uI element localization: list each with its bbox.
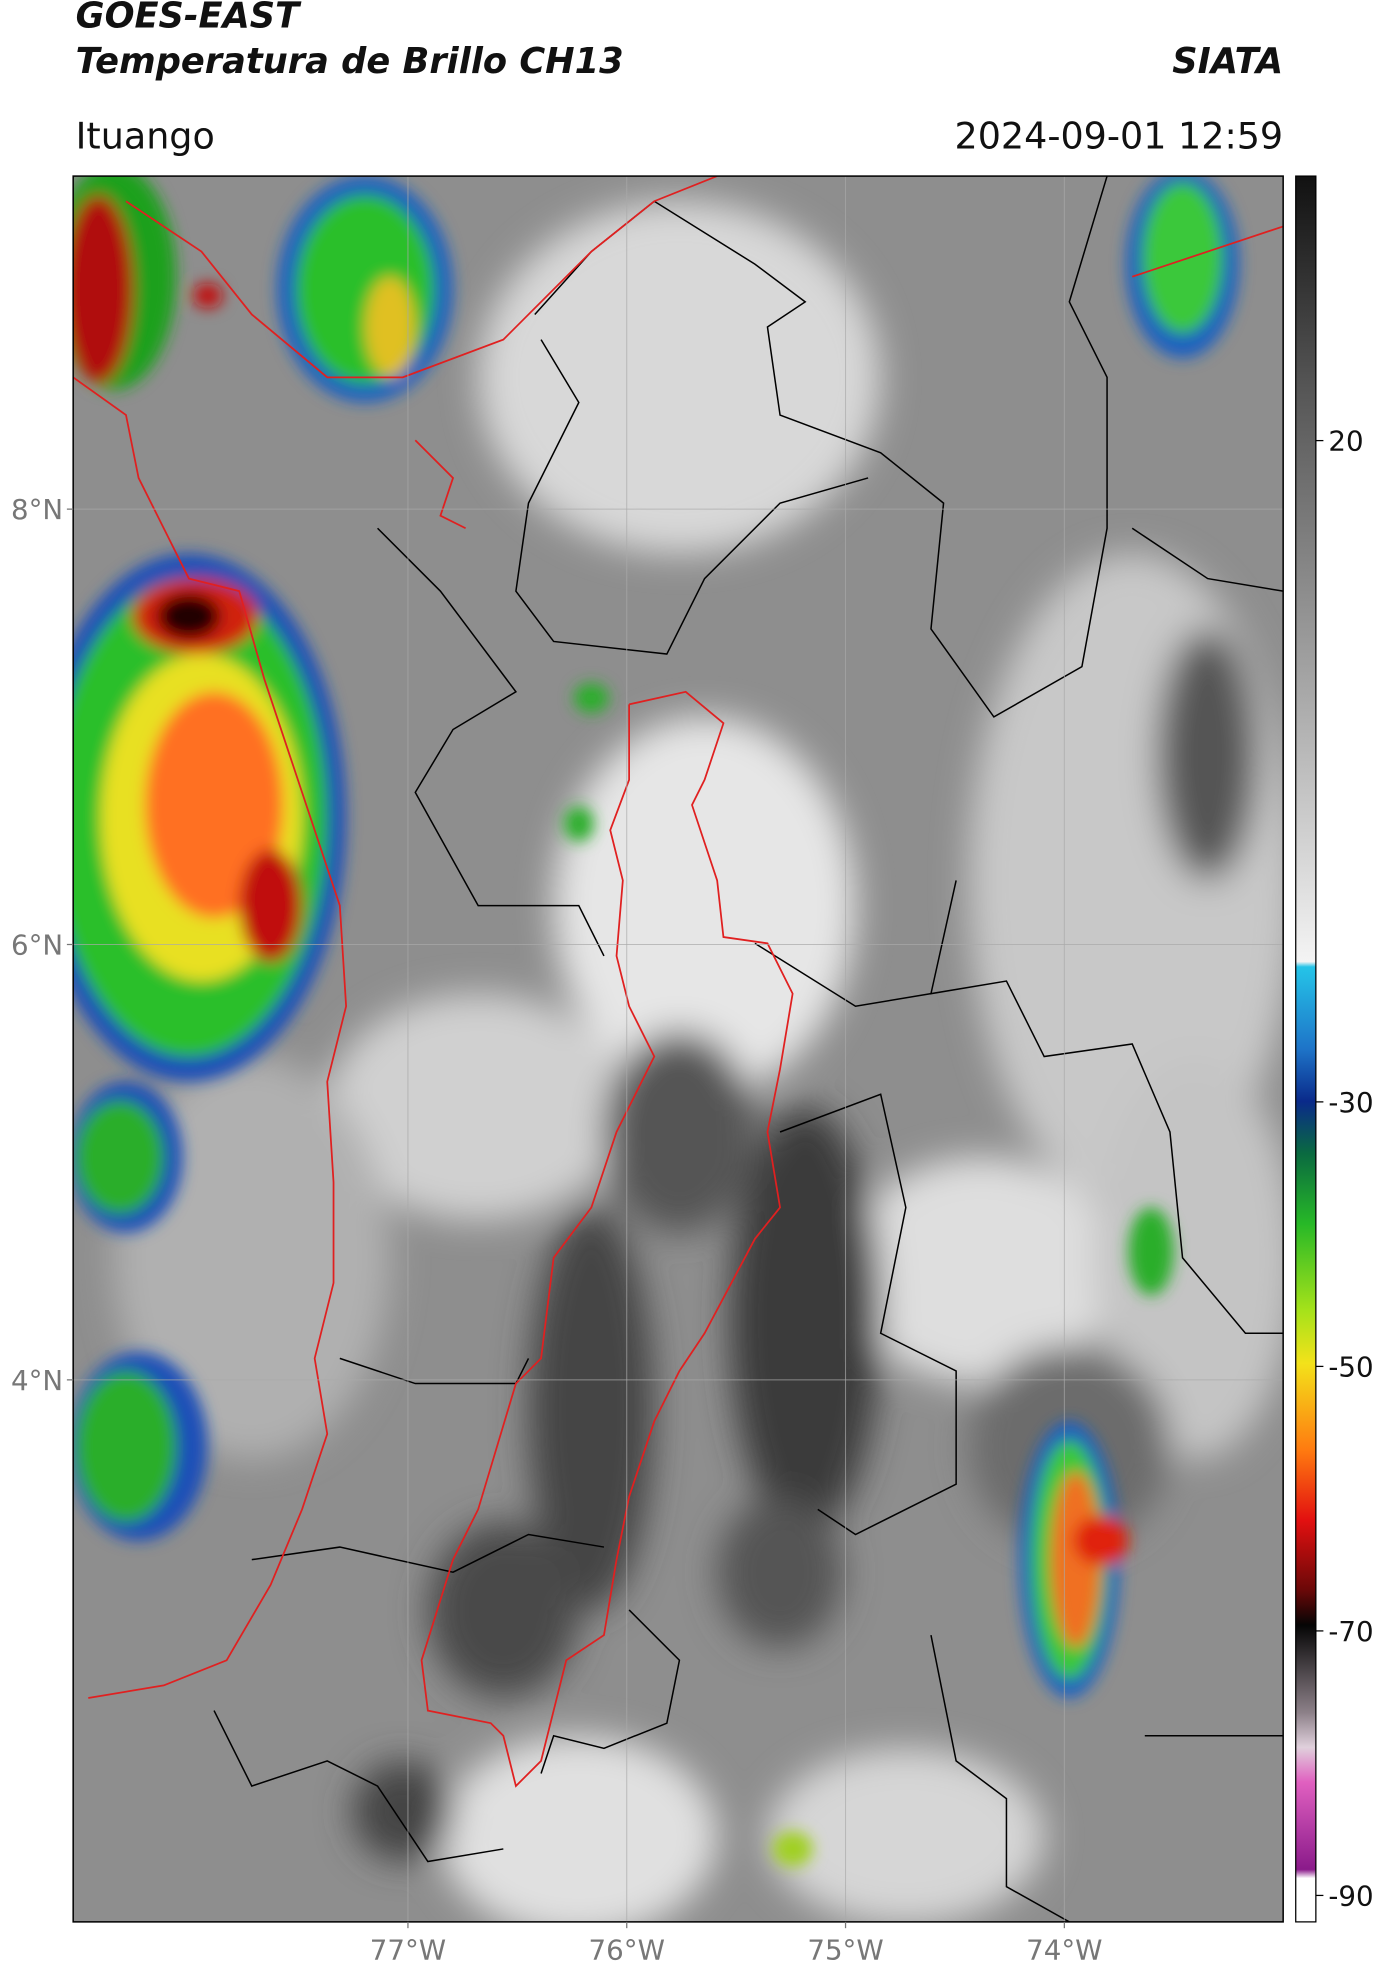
colorbar-tick-label: -50 xyxy=(1328,1350,1373,1383)
colorbar-tick-label: -90 xyxy=(1328,1879,1373,1912)
x-tick-label: 76°W xyxy=(589,1934,665,1967)
location: Ituango xyxy=(76,114,215,157)
x-tick-label: 74°W xyxy=(1026,1934,1102,1967)
colorbar-tick-label: 20 xyxy=(1328,425,1363,458)
x-tick-label: 77°W xyxy=(370,1934,446,1967)
y-tick-label: 6°N xyxy=(11,929,63,962)
map-image xyxy=(73,176,1284,1922)
colorbar xyxy=(1295,175,1317,1923)
colorbar-tick-label: -30 xyxy=(1328,1086,1373,1119)
grid xyxy=(73,176,1284,1922)
timestamp: 2024-09-01 12:59 xyxy=(955,114,1284,157)
map-frame xyxy=(72,175,1284,1923)
colorbar-tick-label: -70 xyxy=(1328,1615,1373,1648)
title: GOES-EAST xyxy=(76,0,302,37)
subtitle: Temperatura de Brillo CH13 xyxy=(76,41,624,82)
y-tick-label: 8°N xyxy=(11,493,63,526)
brand: SIATA xyxy=(1172,41,1283,82)
x-tick-label: 75°W xyxy=(807,1934,883,1967)
y-tick-label: 4°N xyxy=(11,1364,63,1397)
